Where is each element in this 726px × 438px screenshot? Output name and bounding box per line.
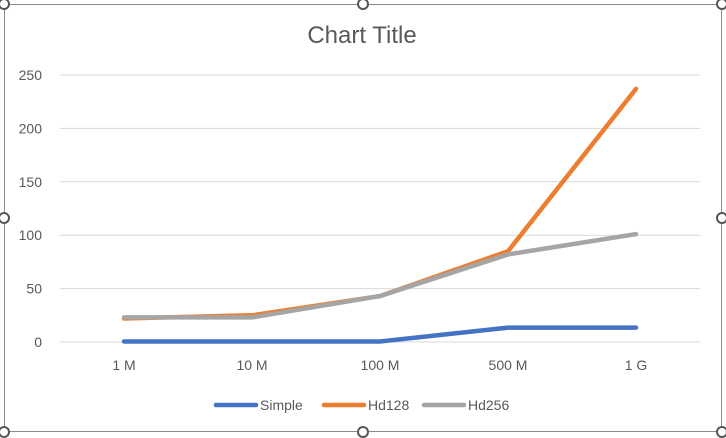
series-layer: [121, 86, 639, 344]
resize-handle-right[interactable]: [716, 212, 726, 224]
resize-handle-top[interactable]: [357, 0, 369, 10]
y-tick-label: 150: [19, 174, 43, 190]
legend-label: Hd128: [368, 397, 409, 413]
y-tick-label: 200: [19, 120, 43, 136]
y-axis: 0 50 100 150 200 250: [19, 67, 43, 350]
y-tick-label: 100: [19, 227, 43, 243]
resize-handle-bottom-right[interactable]: [716, 426, 726, 438]
series-line-simple[interactable]: [121, 325, 639, 344]
x-tick-label: 10 M: [236, 357, 267, 373]
x-tick-label: 1 M: [112, 357, 135, 373]
series-line-hd128[interactable]: [121, 86, 639, 321]
resize-handle-bottom-left[interactable]: [0, 426, 10, 438]
x-tick-label: 500 M: [489, 357, 528, 373]
series-line-hd256[interactable]: [121, 231, 639, 320]
x-tick-label: 100 M: [361, 357, 400, 373]
y-tick-label: 0: [34, 334, 42, 350]
grid-layer: [60, 74, 700, 343]
legend-label: Hd256: [468, 397, 509, 413]
resize-handle-bottom[interactable]: [357, 426, 369, 438]
chart-title: Chart Title: [307, 22, 416, 49]
legend: Simple Hd128 Hd256: [213, 397, 509, 413]
y-tick-label: 250: [19, 67, 43, 83]
resize-handle-top-right[interactable]: [716, 0, 726, 10]
resize-handle-left[interactable]: [0, 212, 10, 224]
x-axis: 1 M 10 M 100 M 500 M 1 G: [112, 357, 647, 373]
legend-label: Simple: [260, 397, 303, 413]
y-tick-label: 50: [26, 281, 42, 297]
x-tick-label: 1 G: [625, 357, 648, 373]
resize-handle-top-left[interactable]: [0, 0, 10, 10]
